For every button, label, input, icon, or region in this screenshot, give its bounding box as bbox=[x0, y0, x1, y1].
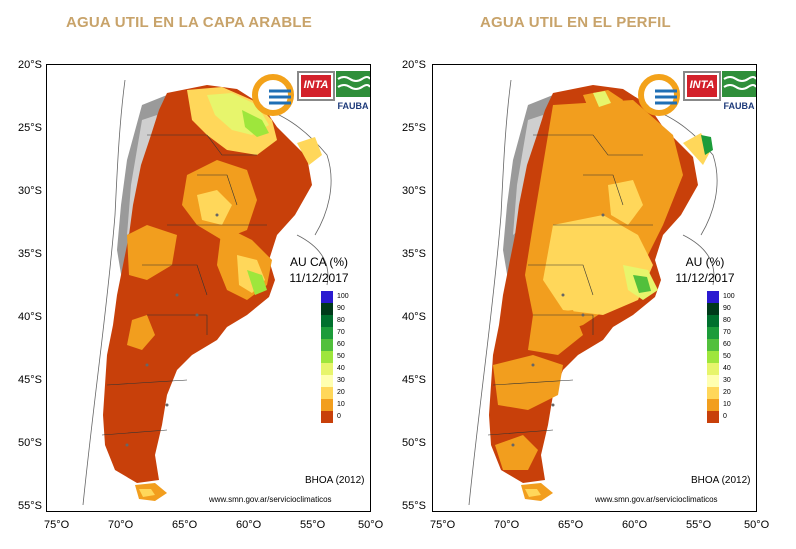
left-map-panel: INTA FAUBA AU CA (%) 11/12/2017 100 90 8… bbox=[46, 64, 371, 512]
legend-value: 40 bbox=[723, 365, 731, 372]
legend-swatch bbox=[321, 375, 333, 387]
lat-label: 35°S bbox=[402, 248, 426, 260]
source-label: BHOA (2012) bbox=[691, 475, 751, 486]
legend-value: 100 bbox=[337, 293, 349, 300]
lon-label: 65°O bbox=[558, 519, 584, 531]
fauba-logo: FAUBA bbox=[720, 69, 756, 111]
legend-value: 0 bbox=[337, 413, 341, 420]
legend-value: 50 bbox=[337, 353, 345, 360]
smn-logo-icon bbox=[637, 73, 681, 117]
legend-swatch bbox=[707, 339, 719, 351]
right-legend-date: 11/12/2017 bbox=[675, 271, 735, 285]
lon-label: 75°O bbox=[430, 519, 456, 531]
right-map-panel: INTA FAUBA AU (%) 11/12/2017 100 90 80 7… bbox=[432, 64, 757, 512]
source-label: BHOA (2012) bbox=[305, 475, 365, 486]
legend-value: 80 bbox=[337, 317, 345, 324]
left-map-title: AGUA UTIL EN LA CAPA ARABLE bbox=[66, 14, 312, 31]
right-map-title: AGUA UTIL EN EL PERFIL bbox=[480, 14, 671, 31]
lat-label: 55°S bbox=[402, 500, 426, 512]
lon-label: 55°O bbox=[686, 519, 712, 531]
lon-label: 70°O bbox=[494, 519, 520, 531]
source-url: www.smn.gov.ar/servicioclimaticos bbox=[209, 495, 332, 504]
legend-value: 90 bbox=[337, 305, 345, 312]
lat-label: 20°S bbox=[402, 59, 426, 71]
legend-swatch bbox=[707, 315, 719, 327]
legend-value: 70 bbox=[723, 329, 731, 336]
lon-label: 60°O bbox=[236, 519, 262, 531]
legend-swatch bbox=[321, 303, 333, 315]
legend-swatch bbox=[707, 375, 719, 387]
legend-swatch bbox=[707, 327, 719, 339]
right-legend-title: AU (%) bbox=[685, 255, 725, 269]
lat-label: 50°S bbox=[18, 437, 42, 449]
legend-swatch bbox=[321, 351, 333, 363]
lat-label: 40°S bbox=[402, 311, 426, 323]
source-url: www.smn.gov.ar/servicioclimaticos bbox=[595, 495, 718, 504]
legend-swatch bbox=[321, 399, 333, 411]
lat-label: 30°S bbox=[18, 185, 42, 197]
legend-swatch bbox=[707, 399, 719, 411]
left-legend-title: AU CA (%) bbox=[289, 255, 348, 269]
legend-swatch bbox=[321, 327, 333, 339]
legend-swatch bbox=[707, 351, 719, 363]
lon-label: 50°O bbox=[744, 519, 770, 531]
lat-label: 40°S bbox=[18, 311, 42, 323]
legend-value: 10 bbox=[337, 401, 345, 408]
inta-logo: INTA bbox=[683, 71, 721, 101]
lat-label: 45°S bbox=[18, 374, 42, 386]
legend-swatch bbox=[707, 363, 719, 375]
inta-logo: INTA bbox=[297, 71, 335, 101]
legend-swatch bbox=[707, 387, 719, 399]
legend-swatch bbox=[321, 411, 333, 423]
legend-swatch bbox=[707, 291, 719, 303]
lon-label: 60°O bbox=[622, 519, 648, 531]
legend-value: 20 bbox=[723, 389, 731, 396]
legend-swatch bbox=[707, 411, 719, 423]
legend-value: 10 bbox=[723, 401, 731, 408]
lon-label: 75°O bbox=[44, 519, 70, 531]
legend-swatch bbox=[321, 339, 333, 351]
legend-swatch bbox=[321, 363, 333, 375]
legend-value: 70 bbox=[337, 329, 345, 336]
legend-value: 0 bbox=[723, 413, 727, 420]
fauba-logo: FAUBA bbox=[334, 69, 370, 111]
legend-value: 30 bbox=[723, 377, 731, 384]
lon-label: 65°O bbox=[172, 519, 198, 531]
legend-swatch bbox=[321, 291, 333, 303]
lon-label: 70°O bbox=[108, 519, 134, 531]
lon-label: 55°O bbox=[300, 519, 326, 531]
legend-swatch bbox=[321, 387, 333, 399]
legend-value: 60 bbox=[723, 341, 731, 348]
legend-swatch bbox=[707, 303, 719, 315]
lat-label: 35°S bbox=[18, 248, 42, 260]
left-argentina-map bbox=[82, 79, 332, 506]
legend-value: 100 bbox=[723, 293, 735, 300]
left-legend-date: 11/12/2017 bbox=[289, 271, 349, 285]
lat-label: 20°S bbox=[18, 59, 42, 71]
smn-logo-icon bbox=[251, 73, 295, 117]
right-argentina-map bbox=[468, 79, 718, 506]
lon-label: 50°O bbox=[358, 519, 384, 531]
legend-value: 80 bbox=[723, 317, 731, 324]
lat-label: 50°S bbox=[402, 437, 426, 449]
legend-swatch bbox=[321, 315, 333, 327]
legend-value: 60 bbox=[337, 341, 345, 348]
legend-value: 20 bbox=[337, 389, 345, 396]
legend-value: 50 bbox=[723, 353, 731, 360]
lat-label: 25°S bbox=[18, 122, 42, 134]
lat-label: 45°S bbox=[402, 374, 426, 386]
lat-label: 25°S bbox=[402, 122, 426, 134]
lat-label: 30°S bbox=[402, 185, 426, 197]
legend-value: 40 bbox=[337, 365, 345, 372]
legend-value: 90 bbox=[723, 305, 731, 312]
legend-value: 30 bbox=[337, 377, 345, 384]
lat-label: 55°S bbox=[18, 500, 42, 512]
